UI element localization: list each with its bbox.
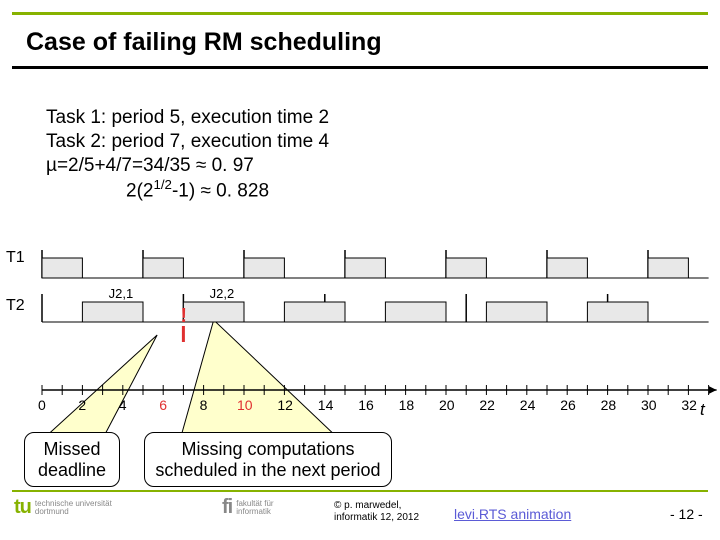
top-green-line (12, 12, 708, 15)
slide-title: Case of failing RM scheduling (26, 28, 382, 57)
svg-text:14: 14 (318, 397, 334, 413)
svg-text:0: 0 (38, 397, 46, 413)
footer: tu technische universität dortmund fi fa… (0, 494, 720, 538)
svg-text:8: 8 (200, 397, 208, 413)
svg-text:28: 28 (601, 397, 617, 413)
body-line4: 2(21/2-1) ≈ 0. 828 (46, 177, 329, 203)
svg-text:24: 24 (520, 397, 536, 413)
svg-text:T2: T2 (6, 297, 25, 314)
svg-text:20: 20 (439, 397, 455, 413)
body-text: Task 1: period 5, execution time 2 Task … (46, 106, 329, 203)
callout-missed-deadline: Missed deadline (24, 432, 120, 487)
copyright: © p. marwedel, informatik 12, 2012 (334, 500, 419, 524)
svg-text:12: 12 (277, 397, 293, 413)
callout-missing-computations: Missing computations scheduled in the ne… (144, 432, 392, 487)
body-line1: Task 1: period 5, execution time 2 (46, 106, 329, 130)
svg-text:4: 4 (119, 397, 127, 413)
svg-text:18: 18 (399, 397, 415, 413)
svg-text:!: ! (180, 305, 187, 327)
bottom-green-line (12, 490, 708, 492)
body-line2: Task 2: period 7, execution time 4 (46, 130, 329, 154)
body-line3: µ=2/5+4/7=34/35 ≈ 0. 97 (46, 154, 329, 178)
fi-logo: fi fakultät für informatik (222, 496, 274, 519)
t-axis-label: t (700, 400, 705, 420)
svg-text:10: 10 (237, 397, 253, 413)
svg-text:26: 26 (560, 397, 576, 413)
svg-text:J2,1: J2,1 (109, 286, 134, 301)
svg-text:J2,2: J2,2 (210, 286, 235, 301)
page-number: - 12 - (670, 506, 703, 522)
svg-text:32: 32 (681, 397, 697, 413)
svg-text:22: 22 (479, 397, 495, 413)
animation-link[interactable]: levi.RTS animation (454, 506, 571, 522)
svg-text:30: 30 (641, 397, 657, 413)
svg-text:16: 16 (358, 397, 374, 413)
svg-text:2: 2 (78, 397, 86, 413)
timeline-chart: T1T2J2,1J2,2!024681012141618202224262830… (0, 240, 720, 420)
tu-logo: tu technische universität dortmund (14, 496, 112, 519)
title-underline (12, 66, 708, 69)
svg-text:T1: T1 (6, 249, 25, 266)
svg-text:6: 6 (159, 397, 167, 413)
